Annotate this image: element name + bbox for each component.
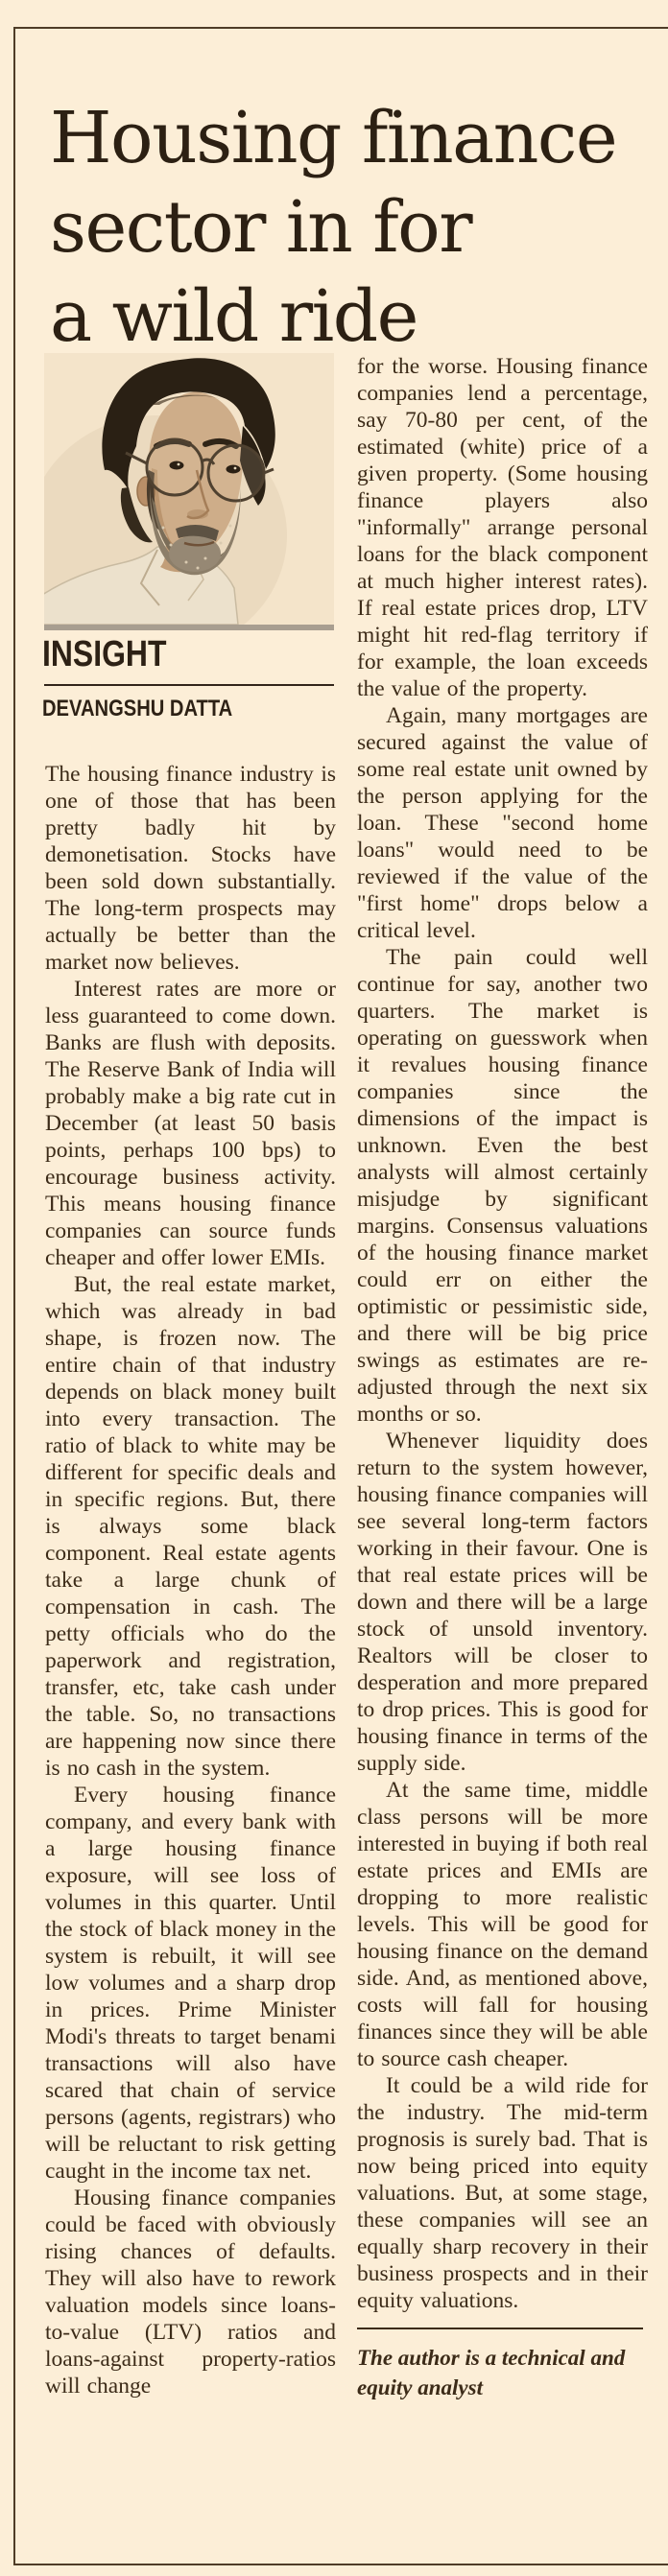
article-paragraph: The housing finance industry is one of t… xyxy=(45,762,336,975)
byline-rule xyxy=(44,684,334,686)
author-photo xyxy=(28,353,334,655)
article-headline: Housing finance sector in for a wild rid… xyxy=(50,94,645,362)
footer-rule xyxy=(357,2328,643,2329)
article-paragraph: Interest rates are more or less guarante… xyxy=(45,977,336,1270)
author-portrait-illustration xyxy=(28,353,334,655)
author-byline: DEVANGSHU DATTA xyxy=(42,696,233,721)
article-paragraph: Every housing finance company, and every… xyxy=(45,1783,336,2184)
article-paragraph: At the same time, middle class persons w… xyxy=(357,1778,648,2071)
article-left-column: The housing finance industry is one of t… xyxy=(45,761,336,2536)
article-paragraph: But, the real estate market, which was a… xyxy=(45,1272,336,1781)
author-credit-note: The author is a technical and equity ana… xyxy=(357,2346,626,2399)
headline-line-1: Housing finance xyxy=(50,96,618,179)
article-paragraph: Again, many mortgages are secured agains… xyxy=(357,703,648,943)
article-right-column: for the worse. Housing finance companies… xyxy=(357,353,648,2318)
article-paragraph: for the worse. Housing finance companies… xyxy=(357,354,648,701)
article-paragraph: The pain could well continue for say, an… xyxy=(357,945,648,1427)
photo-divider-bar xyxy=(44,625,334,630)
article-paragraph: It could be a wild ride for the industry… xyxy=(357,2073,648,2313)
article-paragraph: Housing finance companies could be faced… xyxy=(45,2186,336,2399)
headline-line-3: a wild ride xyxy=(50,274,418,358)
headline-line-2: sector in for xyxy=(50,185,473,269)
article-container: Housing finance sector in for a wild rid… xyxy=(13,27,668,2565)
column-label: INSIGHT xyxy=(42,634,167,674)
article-paragraph: Whenever liquidity does return to the sy… xyxy=(357,1429,648,1776)
